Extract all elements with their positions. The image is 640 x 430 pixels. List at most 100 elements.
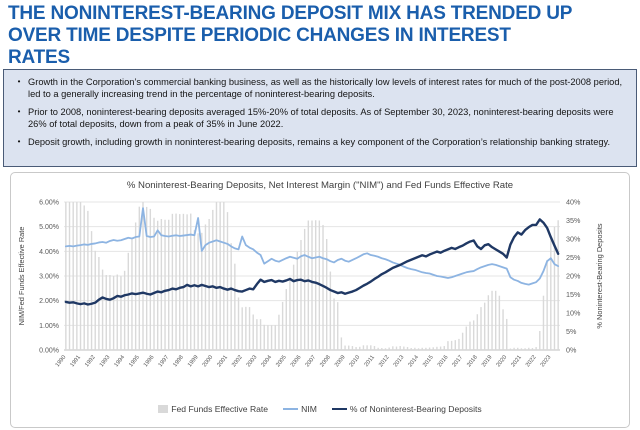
fed-funds-bar bbox=[230, 243, 232, 350]
fed-funds-bar bbox=[322, 224, 324, 350]
x-axis-tick-label: 2000 bbox=[202, 355, 215, 369]
fed-funds-bar bbox=[289, 277, 291, 350]
fed-funds-bar bbox=[212, 209, 214, 350]
bullet-text: Prior to 2008, noninterest-bearing depos… bbox=[28, 106, 614, 130]
fed-funds-bar bbox=[524, 348, 526, 350]
fed-funds-bar bbox=[160, 219, 163, 350]
fed-funds-bar bbox=[377, 347, 379, 350]
fed-funds-bar bbox=[156, 220, 159, 350]
x-axis-tick-label: 2016 bbox=[437, 355, 450, 369]
fed-funds-bar bbox=[450, 340, 453, 350]
fed-funds-bar bbox=[234, 263, 236, 350]
x-axis-tick-label: 2009 bbox=[334, 355, 347, 369]
x-axis-tick-label: 1999 bbox=[187, 355, 200, 369]
fed-funds-bar bbox=[421, 347, 423, 350]
fed-funds-bar bbox=[439, 346, 442, 350]
bullet-marker-icon: • bbox=[17, 77, 21, 86]
fed-funds-bar bbox=[436, 346, 438, 350]
fed-funds-bar bbox=[292, 264, 295, 350]
fed-funds-bar bbox=[101, 269, 104, 350]
chart-panel: % Noninterest-Bearing Deposits, Net Inte… bbox=[10, 172, 630, 428]
left-axis-tick-label: 4.00% bbox=[39, 249, 59, 256]
fed-funds-bar bbox=[278, 314, 280, 350]
left-axis-tick-label: 6.00% bbox=[39, 200, 59, 207]
fed-funds-bar bbox=[138, 206, 141, 350]
x-axis-tick-label: 2003 bbox=[246, 355, 259, 369]
fed-funds-bar bbox=[476, 314, 479, 350]
x-axis-tick-label: 1994 bbox=[114, 354, 127, 368]
fed-funds-bar bbox=[208, 219, 210, 350]
x-axis-tick-label: 1991 bbox=[69, 355, 82, 369]
bullet-text: Deposit growth, including growth in noni… bbox=[28, 136, 611, 147]
fed-funds-bar bbox=[109, 275, 111, 350]
fed-funds-bar bbox=[94, 250, 96, 350]
fed-funds-bar bbox=[127, 252, 129, 350]
fed-funds-bar bbox=[384, 348, 387, 350]
fed-funds-bar bbox=[355, 347, 357, 350]
fed-funds-bar bbox=[149, 208, 152, 350]
fed-funds-bar bbox=[370, 345, 372, 350]
fed-funds-bar bbox=[193, 230, 196, 350]
left-axis-tick-label: 3.00% bbox=[39, 274, 59, 281]
fed-funds-bar bbox=[76, 202, 78, 350]
right-axis-tick-label: 0% bbox=[566, 346, 577, 355]
legend-line-swatch-icon bbox=[331, 407, 347, 411]
fed-funds-bar bbox=[171, 213, 174, 350]
fed-funds-bar bbox=[340, 337, 343, 350]
fed-funds-bar bbox=[443, 346, 445, 350]
legend-label: % of Noninterest-Bearing Deposits bbox=[349, 404, 482, 414]
fed-funds-bar bbox=[483, 302, 486, 350]
fed-funds-bar bbox=[325, 239, 328, 350]
right-axis-tick-label: 15% bbox=[566, 290, 581, 299]
fed-funds-bar bbox=[399, 346, 401, 350]
fed-funds-bar bbox=[406, 347, 409, 350]
bullet-box: • Growth in the Corporation’s commercial … bbox=[3, 69, 637, 167]
fed-funds-bar bbox=[241, 307, 243, 350]
fed-funds-bar bbox=[381, 348, 383, 350]
fed-funds-bar bbox=[285, 289, 287, 350]
left-axis-tick-label: 2.00% bbox=[39, 298, 59, 305]
fed-funds-bar bbox=[348, 345, 350, 350]
fed-funds-bar bbox=[72, 202, 74, 350]
x-axis-tick-label: 2007 bbox=[305, 355, 318, 369]
page-title: THE NONINTEREST-BEARING DEPOSIT MIX HAS … bbox=[0, 0, 640, 69]
fed-funds-bar bbox=[469, 321, 471, 350]
fed-funds-bar bbox=[553, 226, 556, 350]
x-axis-tick-label: 1992 bbox=[84, 355, 97, 369]
fed-funds-bar bbox=[182, 213, 185, 350]
fed-funds-bar bbox=[263, 324, 265, 350]
left-axis-title: NIM/Fed Funds Effective Rate bbox=[17, 227, 26, 326]
fed-funds-bar bbox=[472, 320, 475, 350]
fed-funds-bar bbox=[403, 346, 405, 350]
fed-funds-bar bbox=[300, 239, 302, 350]
fed-funds-bar bbox=[179, 214, 181, 350]
fed-funds-bar bbox=[190, 213, 192, 350]
fed-funds-bar bbox=[425, 347, 427, 350]
fed-funds-bar bbox=[458, 338, 460, 350]
x-axis-tick-label: 2010 bbox=[349, 355, 362, 369]
fed-funds-bar bbox=[311, 220, 313, 350]
right-axis-tick-label: 35% bbox=[566, 216, 581, 225]
fed-funds-bar bbox=[201, 232, 203, 350]
fed-funds-bar bbox=[351, 346, 354, 350]
fed-funds-bar bbox=[168, 219, 170, 350]
legend-item: % of Noninterest-Bearing Deposits bbox=[331, 404, 482, 414]
fed-funds-bar bbox=[245, 306, 247, 350]
legend-bar-swatch-icon bbox=[158, 405, 169, 413]
fed-funds-bar bbox=[498, 295, 501, 350]
bullet-item: • Deposit growth, including growth in non… bbox=[10, 136, 626, 148]
fed-funds-bar bbox=[79, 202, 82, 350]
x-axis-tick-label: 2019 bbox=[481, 355, 494, 369]
x-axis-tick-label: 1998 bbox=[172, 355, 185, 369]
x-axis-tick-label: 2011 bbox=[364, 355, 376, 369]
x-axis-tick-label: 2012 bbox=[378, 355, 391, 369]
fed-funds-bar bbox=[252, 314, 254, 350]
fed-funds-bar bbox=[461, 332, 464, 350]
fed-funds-bar bbox=[123, 270, 126, 350]
bullet-list: • Growth in the Corporation’s commercial … bbox=[10, 76, 626, 148]
fed-funds-bar bbox=[546, 259, 548, 350]
fed-funds-bar bbox=[134, 222, 137, 350]
chart-title: % Noninterest-Bearing Deposits, Net Inte… bbox=[126, 180, 514, 191]
fed-funds-bar bbox=[410, 348, 412, 350]
fed-funds-bar bbox=[219, 202, 221, 350]
